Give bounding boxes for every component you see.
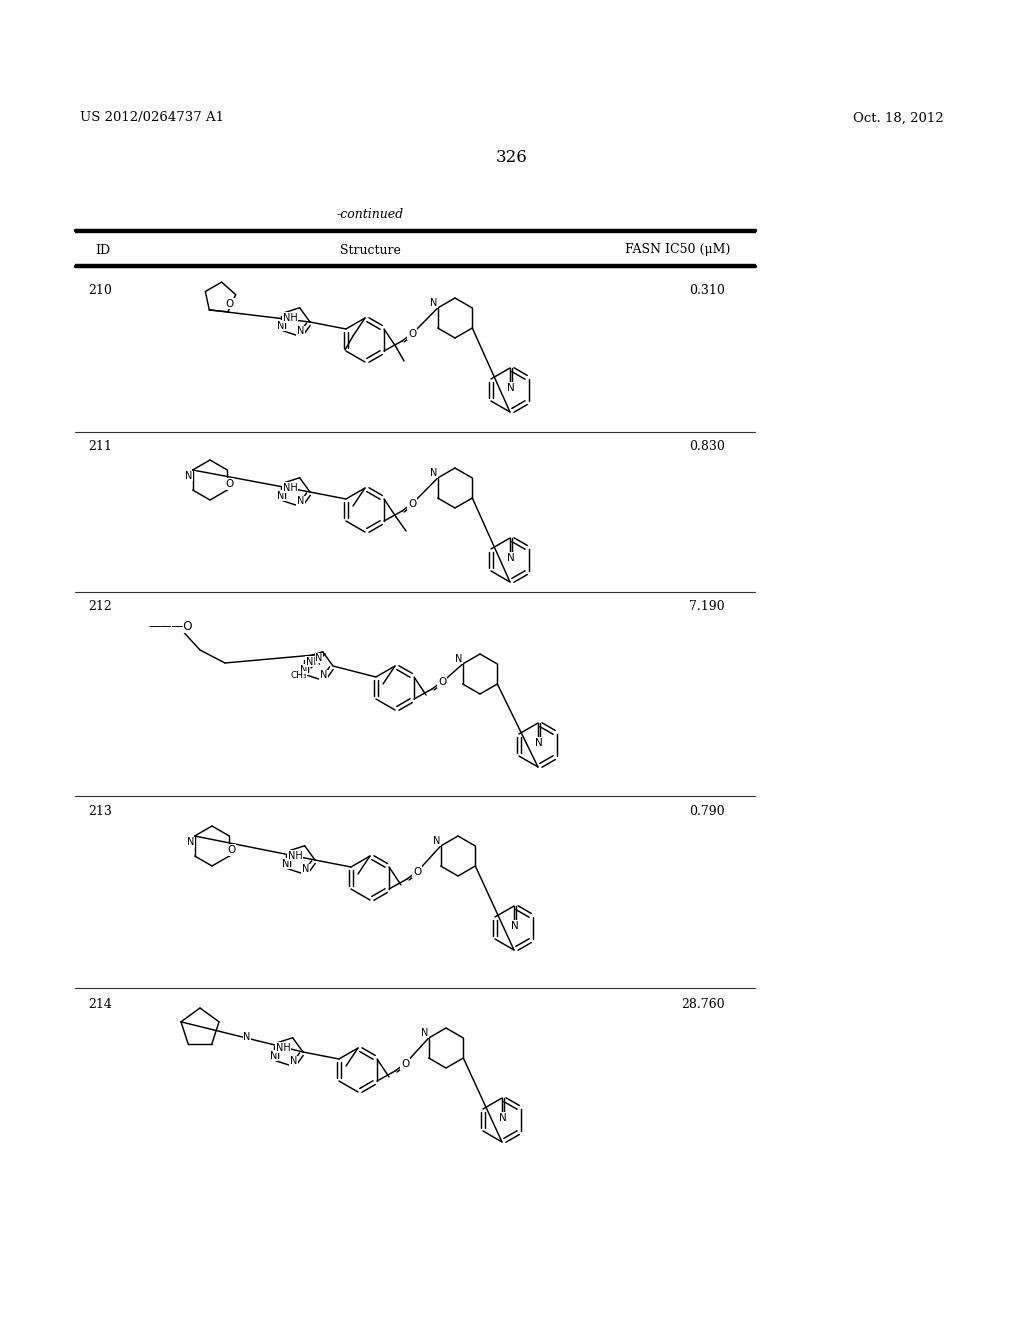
Text: O: O [225, 479, 233, 488]
Text: N: N [290, 1056, 297, 1067]
Text: O: O [438, 677, 446, 686]
Text: N: N [283, 859, 290, 869]
Text: N: N [300, 665, 307, 675]
Text: N: N [499, 1113, 507, 1123]
Text: N: N [536, 738, 543, 748]
Text: O: O [408, 329, 416, 339]
Text: 28.760: 28.760 [681, 998, 725, 1011]
Text: 214: 214 [88, 998, 112, 1011]
Text: O: O [227, 845, 236, 855]
Text: NH: NH [283, 313, 298, 322]
Text: NH: NH [306, 657, 321, 667]
Text: Oct. 18, 2012: Oct. 18, 2012 [853, 111, 944, 124]
Text: -continued: -continued [337, 209, 403, 222]
Text: N: N [297, 496, 304, 507]
Text: N: N [270, 1051, 278, 1061]
Text: ID: ID [95, 243, 111, 256]
Text: 210: 210 [88, 284, 112, 297]
Text: N: N [297, 326, 304, 337]
Text: O: O [401, 1059, 410, 1069]
Text: N: N [302, 865, 309, 874]
Text: N: N [278, 321, 285, 331]
Text: 0.830: 0.830 [689, 440, 725, 453]
Text: O: O [408, 499, 416, 510]
Text: NH: NH [288, 850, 303, 861]
Text: 0.790: 0.790 [689, 805, 725, 818]
Text: N: N [430, 469, 437, 478]
Text: 7.190: 7.190 [689, 601, 725, 612]
Text: FASN IC50 (μM): FASN IC50 (μM) [625, 243, 730, 256]
Text: NH: NH [275, 1043, 291, 1053]
Text: ———O: ———O [148, 619, 193, 632]
Text: 326: 326 [496, 149, 528, 166]
Text: N: N [433, 836, 440, 846]
Text: Structure: Structure [340, 243, 400, 256]
Text: N: N [507, 383, 515, 393]
Text: N: N [511, 921, 519, 931]
Text: 212: 212 [88, 601, 112, 612]
Text: O: O [226, 298, 234, 309]
Text: N: N [315, 653, 323, 663]
Text: N: N [455, 653, 463, 664]
Text: N: N [430, 298, 437, 308]
Text: O: O [413, 867, 421, 876]
Text: N: N [185, 471, 193, 480]
Text: 213: 213 [88, 805, 112, 818]
Text: 211: 211 [88, 440, 112, 453]
Text: CH₃: CH₃ [291, 672, 307, 681]
Text: 0.310: 0.310 [689, 284, 725, 297]
Text: N: N [278, 491, 285, 500]
Text: NH: NH [283, 483, 298, 492]
Text: N: N [507, 553, 515, 564]
Text: N: N [187, 837, 195, 847]
Text: N: N [319, 671, 328, 680]
Text: US 2012/0264737 A1: US 2012/0264737 A1 [80, 111, 224, 124]
Text: N: N [421, 1028, 428, 1038]
Text: N: N [244, 1032, 251, 1041]
